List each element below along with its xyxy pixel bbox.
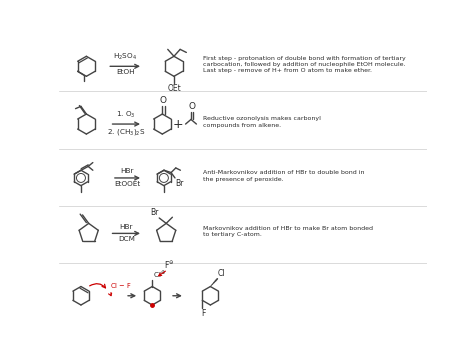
Text: Anti-Markovnikov addition of HBr to double bond in
the presence of peroxide.: Anti-Markovnikov addition of HBr to doub… — [202, 170, 364, 182]
Text: EtOH: EtOH — [116, 69, 135, 75]
Text: First step - protonation of double bond with formation of tertiary
carbocation, : First step - protonation of double bond … — [202, 55, 405, 73]
Text: 1. O$_3$: 1. O$_3$ — [117, 110, 136, 120]
Text: +: + — [173, 118, 183, 131]
Text: HBr: HBr — [119, 224, 133, 230]
Text: HBr: HBr — [121, 168, 134, 174]
Text: O: O — [188, 102, 195, 111]
Text: DCM: DCM — [118, 237, 135, 243]
Text: Cl$^{\oplus}$: Cl$^{\oplus}$ — [153, 269, 166, 280]
Text: Reductive ozonolysis makes carbonyl
compounds from alkene.: Reductive ozonolysis makes carbonyl comp… — [202, 116, 320, 128]
Text: Cl: Cl — [218, 269, 226, 278]
Text: O: O — [160, 96, 166, 105]
Text: F: F — [201, 309, 205, 318]
Text: H$_2$SO$_4$: H$_2$SO$_4$ — [113, 52, 137, 62]
Text: OEt: OEt — [168, 84, 182, 93]
Text: Br: Br — [175, 179, 183, 188]
Text: 2. (CH$_3$)$_2$S: 2. (CH$_3$)$_2$S — [107, 127, 146, 137]
Text: F$^{\ominus}$: F$^{\ominus}$ — [164, 260, 174, 271]
Text: Cl $-$ F: Cl $-$ F — [109, 280, 131, 289]
Text: Markovnikov addition of HBr to make Br atom bonded
to tertiary C-atom.: Markovnikov addition of HBr to make Br a… — [202, 226, 373, 237]
Text: EtOOEt: EtOOEt — [114, 181, 141, 187]
Text: Br: Br — [150, 208, 158, 217]
